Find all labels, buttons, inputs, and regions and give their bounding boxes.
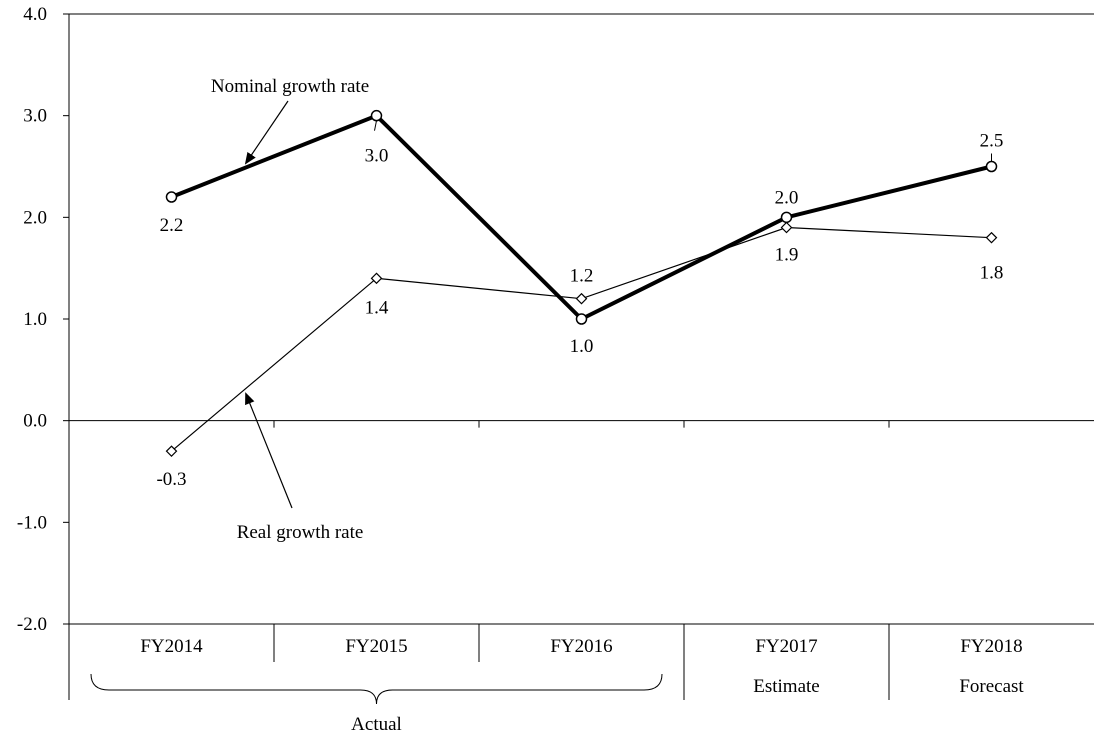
data-label: 1.8 bbox=[980, 263, 1004, 284]
series-label-nominal: Nominal growth rate bbox=[211, 76, 369, 97]
marker-real bbox=[985, 231, 998, 244]
chart-axes bbox=[63, 13, 1094, 700]
arrow-real bbox=[245, 392, 293, 509]
data-label: 1.0 bbox=[570, 336, 594, 357]
x-category-label: FY2016 bbox=[550, 636, 612, 657]
y-tick-label: 4.0 bbox=[23, 4, 47, 25]
data-label: 2.2 bbox=[160, 215, 184, 236]
marker-nominal bbox=[780, 211, 793, 224]
group-label: Actual bbox=[351, 714, 402, 735]
y-tick-label: 3.0 bbox=[23, 106, 47, 127]
data-label: 2.5 bbox=[980, 131, 1004, 152]
marker-nominal bbox=[985, 160, 998, 173]
marker-real bbox=[165, 445, 178, 458]
marker-real bbox=[780, 221, 793, 234]
x-axis-categories: FY2014 FY2015 FY2016 FY2017 FY2018 bbox=[140, 636, 1022, 657]
group-label: Estimate bbox=[753, 676, 819, 697]
series-line-nominal bbox=[170, 113, 992, 322]
data-label: 1.4 bbox=[365, 297, 389, 318]
group-brace bbox=[90, 673, 663, 705]
marker-nominal bbox=[165, 191, 178, 203]
series-markers bbox=[165, 109, 998, 458]
y-axis-tick-labels: -2.0 -1.0 0.0 1.0 2.0 3.0 4.0 bbox=[17, 4, 47, 635]
data-label: 3.0 bbox=[365, 146, 389, 167]
label-leader bbox=[374, 120, 377, 131]
data-label: 2.0 bbox=[775, 187, 799, 208]
y-tick-label: -2.0 bbox=[17, 614, 47, 635]
x-category-label: FY2017 bbox=[755, 636, 817, 657]
series-annotations: Nominal growth rate Real growth rate bbox=[211, 76, 369, 543]
data-label: 1.2 bbox=[570, 266, 594, 287]
y-tick-label: 1.0 bbox=[23, 309, 47, 330]
x-category-label: FY2014 bbox=[140, 636, 203, 657]
marker-real bbox=[575, 292, 588, 305]
marker-nominal bbox=[575, 313, 588, 325]
series-label-real: Real growth rate bbox=[237, 522, 364, 543]
arrow-nominal bbox=[244, 100, 289, 165]
marker-nominal bbox=[370, 109, 383, 122]
x-category-label: FY2015 bbox=[345, 636, 407, 657]
data-labels: 2.2 3.0 1.0 2.0 2.5 -0.3 1.4 1.2 1.9 1.8 bbox=[156, 120, 1004, 490]
data-label: 1.9 bbox=[775, 245, 799, 266]
y-tick-label: 2.0 bbox=[23, 207, 47, 228]
period-groups: Actual Estimate Forecast bbox=[90, 673, 1024, 735]
marker-real bbox=[370, 272, 383, 285]
y-tick-label: -1.0 bbox=[17, 512, 47, 533]
y-tick-label: 0.0 bbox=[23, 411, 47, 432]
group-label: Forecast bbox=[959, 676, 1024, 697]
x-category-label: FY2018 bbox=[960, 636, 1022, 657]
data-label: -0.3 bbox=[156, 469, 186, 490]
